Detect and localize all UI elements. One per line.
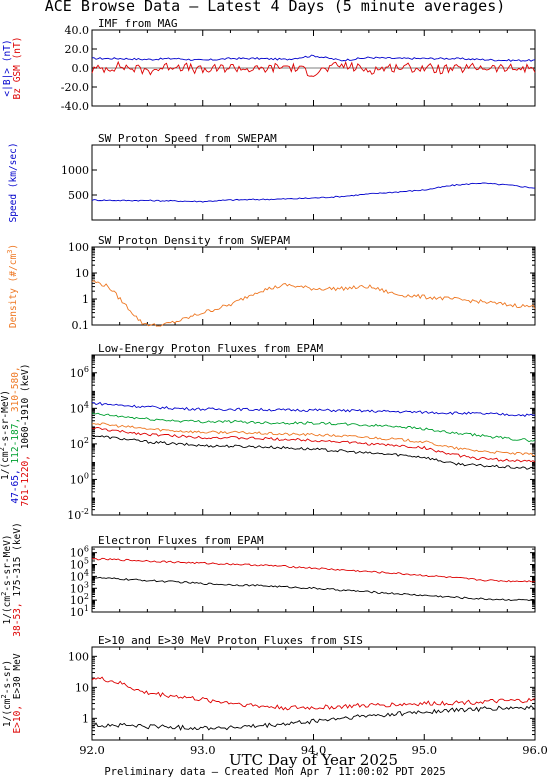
panel-3: SW Proton Density from SWEPAM 100 10 1 0.1 De… — [6, 234, 536, 332]
panel-title: Electron Fluxes from EPAM — [98, 534, 264, 547]
panel-title: IMF from MAG — [98, 17, 177, 30]
y-tick-label: 104 — [70, 400, 89, 415]
y-tick-label: 10-2 — [67, 507, 89, 522]
y-axis-label: 761-1220, 1060-1910 (keV) — [20, 364, 31, 507]
y-tick-label: 101 — [70, 604, 89, 619]
series-1060-1910-line — [91, 434, 536, 470]
y-tick-label: 0.1 — [72, 319, 90, 332]
y-tick-label: 100 — [68, 650, 89, 663]
y-tick-label: 100 — [70, 471, 89, 486]
series-175-315-line — [91, 576, 536, 601]
y-axis-label: Bz GSM (nT) — [12, 37, 23, 100]
series-47-65-line — [92, 401, 536, 418]
y-axis-label: E>10, E>30 MeV — [12, 653, 23, 733]
series-e-30-line — [91, 705, 536, 731]
x-tick-label: 92.0 — [79, 743, 105, 757]
panel-frame — [91, 246, 536, 326]
footer-note: Preliminary data – Created Mon Apr 7 11:… — [104, 766, 446, 778]
series-38-53-line — [91, 557, 536, 583]
y-axis-label: Density (#/cm3) — [6, 244, 19, 328]
panel-6: E>10 and E>30 MeV Proton Fluxes from SIS… — [0, 634, 536, 741]
y-tick-label: 500 — [68, 189, 89, 202]
y-tick-label: -20.0 — [61, 81, 89, 94]
series--b--line — [91, 54, 536, 62]
panel-title: SW Proton Density from SWEPAM — [98, 234, 290, 247]
x-tick-label: 94.0 — [301, 743, 327, 757]
y-tick-label: 102 — [70, 436, 89, 451]
x-tick-label: 93.0 — [190, 743, 216, 757]
panel-title: E>10 and E>30 MeV Proton Fluxes from SIS — [98, 634, 363, 647]
y-tick-label: 0.0 — [72, 62, 90, 75]
y-tick-label: 1 — [82, 712, 89, 725]
x-tick-label: 95.0 — [411, 743, 437, 757]
x-tick-label: 96.0 — [522, 743, 548, 757]
series-density-line — [91, 280, 536, 327]
y-tick-label: 40.0 — [65, 24, 90, 37]
series-310-580-line — [91, 422, 535, 457]
panel-title: Low-Energy Proton Fluxes from EPAM — [98, 342, 324, 355]
panel-4: Low-Energy Proton Fluxes from EPAM 106 104… — [0, 342, 536, 522]
y-axis-label: <|B|> (nT) — [2, 39, 13, 96]
series-112-187-line — [91, 412, 536, 443]
series-bz-gsm-line — [91, 60, 536, 77]
panel-2: SW Proton Speed from SWEPAM 1000 500 Speed … — [8, 132, 536, 223]
y-tick-label: 10 — [75, 267, 89, 280]
y-tick-label: 10 — [75, 681, 89, 694]
panel-1: IMF from MAG 40.0 20.0 0.0 -20.0 -40.0 <|B|> (… — [2, 17, 536, 113]
panel-frame — [91, 646, 536, 741]
series-761-1220-line — [91, 427, 536, 463]
y-axis-label: Speed (km/sec) — [8, 142, 19, 222]
y-tick-label: -40.0 — [61, 100, 89, 113]
x-axis-label: UTC Day of Year 2025 — [229, 751, 398, 769]
y-axis-label: 38-53, 175-315 (keV) — [12, 522, 23, 636]
y-tick-label: 1 — [82, 293, 89, 306]
y-tick-label: 20.0 — [65, 43, 90, 56]
series-speed-line — [91, 182, 536, 203]
y-axis-label: 1/(cm2-s-sr) — [0, 660, 13, 727]
series-e-10-line — [91, 676, 536, 711]
y-axis-label: 47-65, 112-187, 310-580, — [10, 366, 21, 503]
panel-title: SW Proton Speed from SWEPAM — [98, 132, 277, 145]
panel-frame — [91, 144, 536, 221]
y-tick-label: 1000 — [61, 164, 89, 177]
y-axis-label: 1/(cm2-s-sr-MeV) — [0, 390, 11, 480]
y-tick-label: 100 — [68, 241, 89, 254]
y-axis-label: 1/(cm2-s-sr-MeV) — [0, 534, 13, 624]
y-tick-label: 106 — [70, 365, 89, 380]
page-title: ACE Browse Data – Latest 4 Days (5 minut… — [44, 0, 506, 15]
panel-5: Electron Fluxes from EPAM106105104103102… — [0, 522, 536, 637]
